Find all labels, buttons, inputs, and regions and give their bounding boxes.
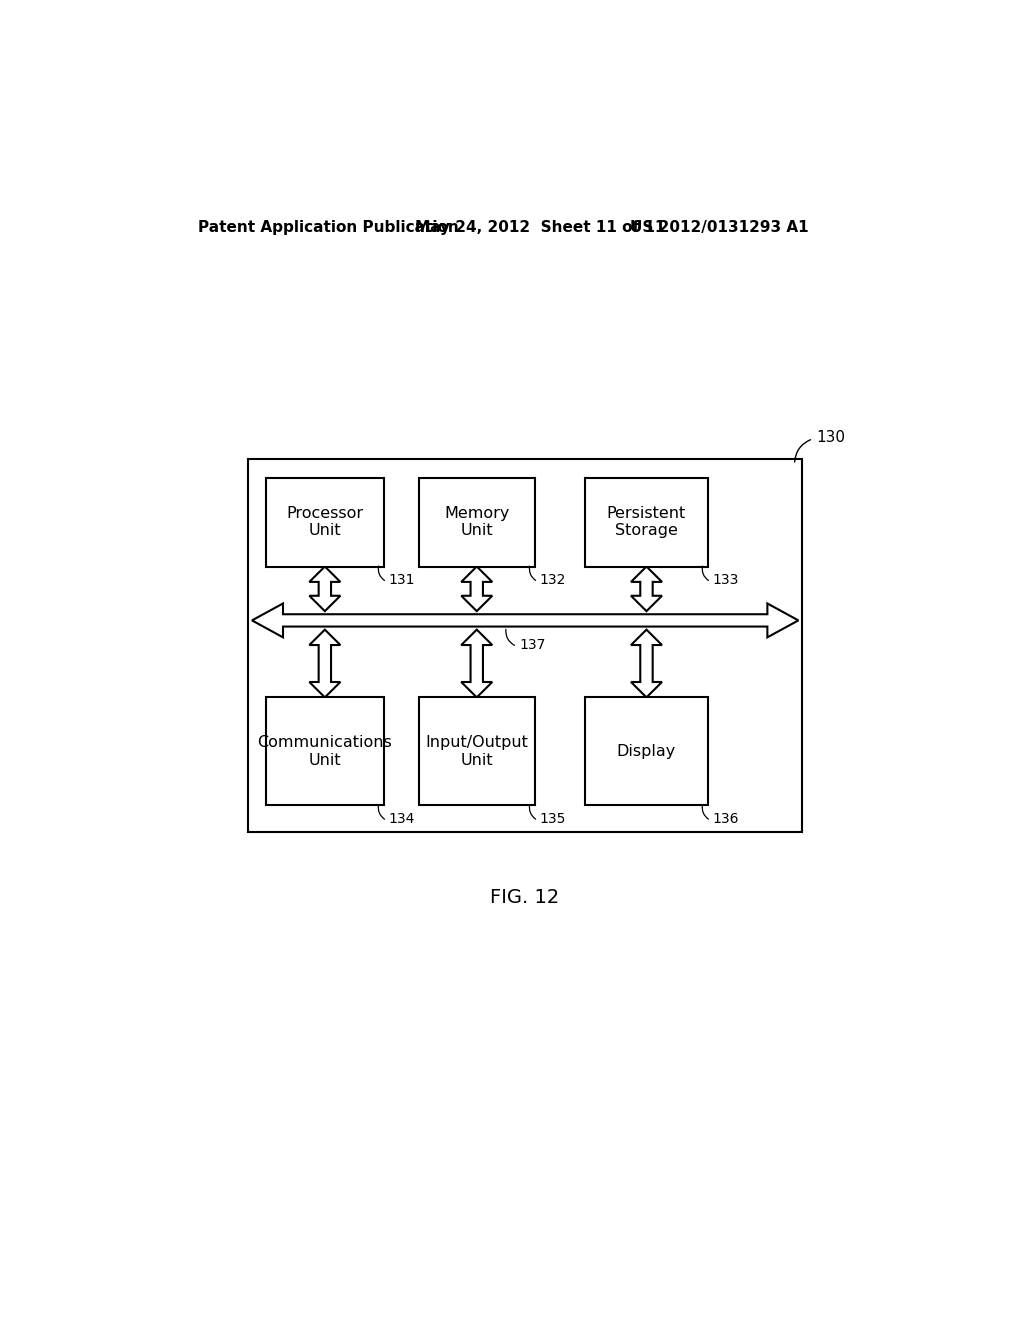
Polygon shape — [309, 566, 340, 611]
Text: Memory
Unit: Memory Unit — [444, 506, 509, 539]
Text: US 2012/0131293 A1: US 2012/0131293 A1 — [630, 220, 809, 235]
Text: Persistent
Storage: Persistent Storage — [607, 506, 686, 539]
Polygon shape — [631, 630, 662, 697]
Text: Patent Application Publication: Patent Application Publication — [198, 220, 459, 235]
Text: Processor
Unit: Processor Unit — [287, 506, 364, 539]
Polygon shape — [461, 566, 493, 611]
Text: 130: 130 — [816, 429, 845, 445]
Text: 131: 131 — [388, 573, 415, 587]
Text: 136: 136 — [713, 812, 739, 826]
Text: 135: 135 — [540, 812, 566, 826]
Text: 134: 134 — [388, 812, 415, 826]
Text: FIG. 12: FIG. 12 — [490, 888, 559, 907]
Text: May 24, 2012  Sheet 11 of 11: May 24, 2012 Sheet 11 of 11 — [415, 220, 666, 235]
Bar — [419, 478, 535, 566]
Text: 132: 132 — [540, 573, 566, 587]
Bar — [586, 697, 708, 805]
Text: 137: 137 — [519, 638, 546, 652]
Bar — [266, 478, 384, 566]
Bar — [266, 697, 384, 805]
Text: Communications
Unit: Communications Unit — [257, 735, 392, 767]
Polygon shape — [309, 630, 340, 697]
Bar — [248, 459, 802, 832]
Text: Input/Output
Unit: Input/Output Unit — [425, 735, 528, 767]
Text: 133: 133 — [713, 573, 738, 587]
Polygon shape — [631, 566, 662, 611]
Polygon shape — [252, 603, 799, 638]
Text: Display: Display — [616, 743, 676, 759]
Bar — [419, 697, 535, 805]
Bar — [586, 478, 708, 566]
Polygon shape — [461, 630, 493, 697]
